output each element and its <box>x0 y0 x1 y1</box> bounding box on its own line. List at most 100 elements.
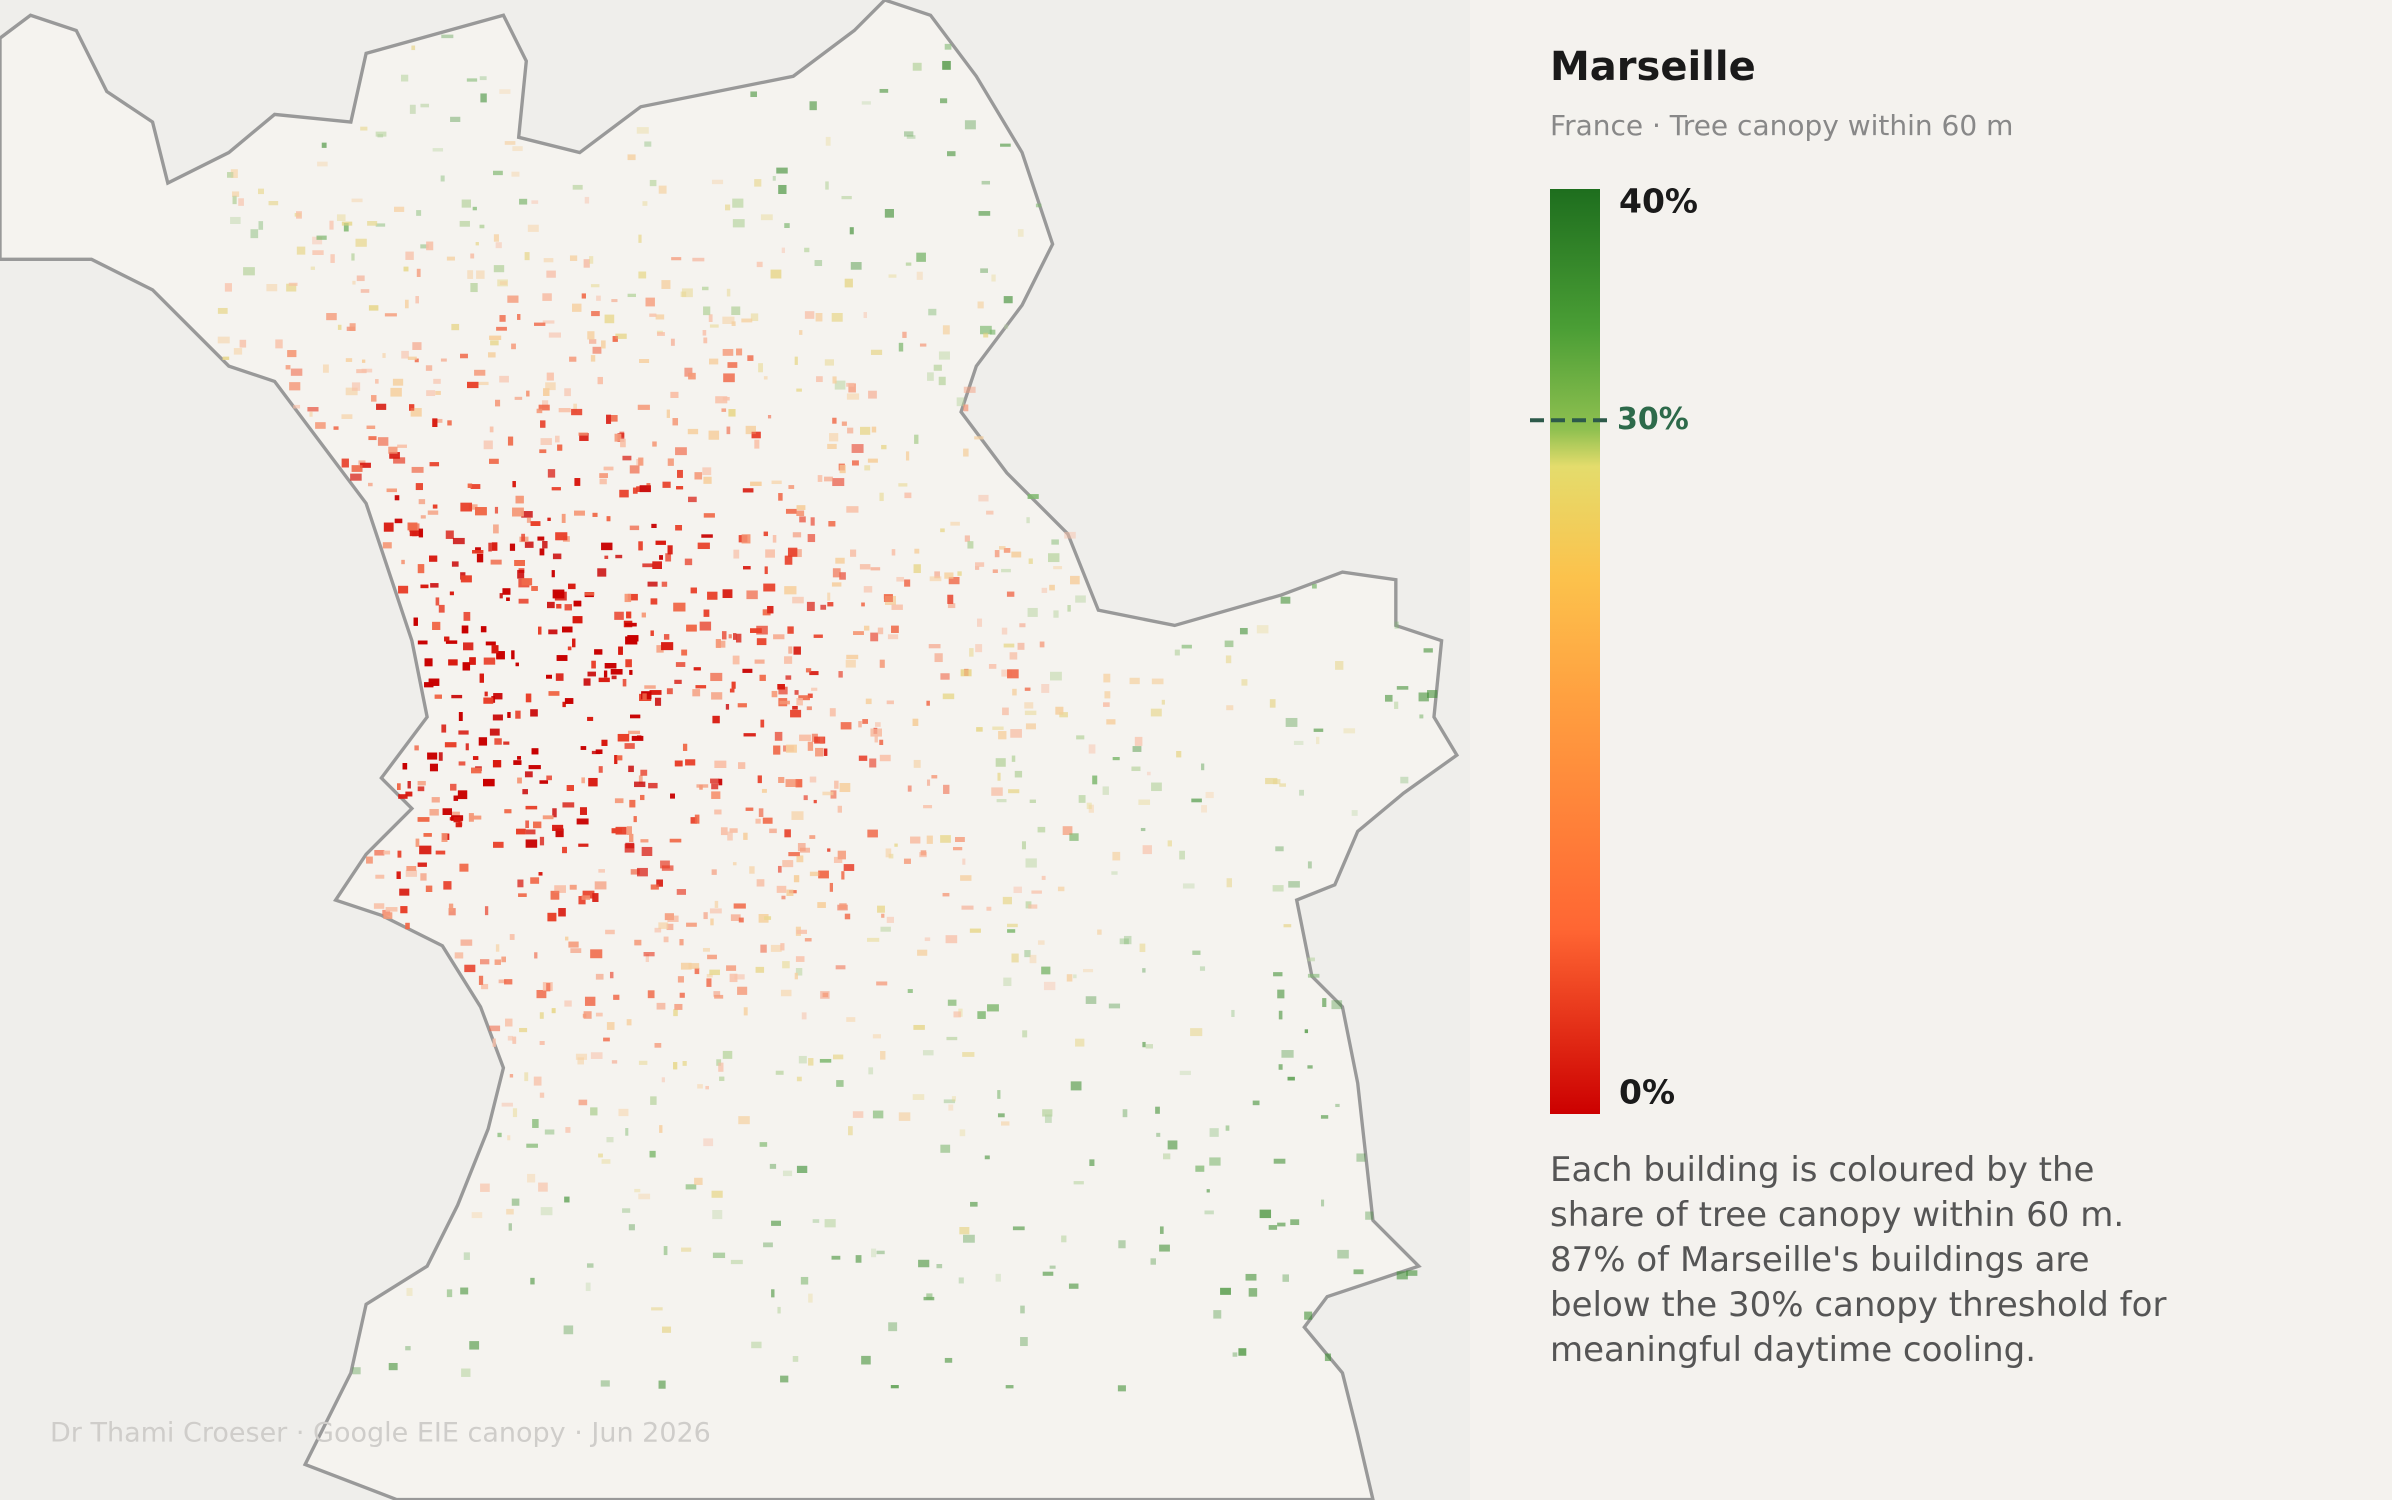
building <box>732 655 740 665</box>
building <box>594 649 603 655</box>
building <box>512 507 524 517</box>
building <box>472 206 477 211</box>
building <box>1283 924 1292 928</box>
building <box>507 1035 513 1041</box>
building <box>655 314 665 320</box>
building <box>661 642 674 651</box>
building <box>1061 1235 1067 1243</box>
building <box>490 559 502 565</box>
building <box>703 609 710 617</box>
building <box>493 234 499 242</box>
building <box>1419 714 1424 719</box>
building <box>863 312 868 319</box>
building <box>806 601 815 612</box>
building <box>1073 1181 1084 1185</box>
building <box>738 1116 750 1125</box>
building <box>705 1085 709 1090</box>
building <box>1282 1274 1289 1282</box>
building <box>675 525 683 531</box>
building <box>610 669 623 675</box>
building <box>1307 1065 1313 1069</box>
building <box>480 1183 490 1192</box>
building <box>896 576 905 582</box>
building <box>983 332 989 338</box>
building <box>341 458 349 468</box>
building <box>531 200 539 204</box>
building <box>938 376 946 386</box>
building <box>758 363 763 373</box>
building <box>629 833 634 843</box>
building <box>1307 957 1315 962</box>
building <box>669 838 682 843</box>
building <box>460 1287 469 1295</box>
building <box>1269 699 1276 708</box>
building <box>850 262 862 270</box>
building <box>351 198 363 203</box>
building <box>711 692 723 700</box>
building <box>942 892 950 897</box>
building <box>1037 940 1045 945</box>
building <box>1195 1165 1205 1172</box>
building <box>1097 929 1102 935</box>
building <box>1150 708 1162 717</box>
building <box>779 700 790 705</box>
legend-tick-label: 40% <box>1619 182 1698 221</box>
building <box>890 1385 899 1389</box>
building <box>1190 1028 1203 1037</box>
building <box>1199 966 1206 971</box>
building <box>441 833 448 842</box>
building <box>727 831 733 841</box>
building <box>845 659 856 668</box>
building <box>1220 1287 1231 1295</box>
building <box>1191 798 1202 803</box>
building <box>502 588 511 595</box>
building <box>809 835 816 839</box>
building <box>417 862 427 867</box>
building <box>942 693 955 700</box>
building <box>539 836 545 846</box>
building <box>538 626 542 635</box>
building <box>677 469 683 478</box>
building <box>230 216 241 225</box>
building <box>581 293 586 299</box>
building <box>851 444 864 453</box>
building <box>916 252 926 262</box>
building <box>564 1196 570 1203</box>
building <box>792 532 802 538</box>
building <box>756 625 768 635</box>
building <box>565 1127 571 1133</box>
building <box>377 437 389 446</box>
building <box>511 650 515 660</box>
building <box>519 198 528 205</box>
building <box>855 1255 862 1263</box>
building <box>1007 929 1016 933</box>
building <box>784 555 793 565</box>
building <box>479 224 485 229</box>
building <box>675 447 687 456</box>
building <box>316 235 327 240</box>
building <box>459 863 469 872</box>
building <box>601 1159 611 1164</box>
building <box>547 517 551 521</box>
building <box>611 299 618 303</box>
building <box>712 1252 726 1259</box>
building <box>912 1094 925 1100</box>
building <box>829 433 839 442</box>
building <box>1097 929 1102 935</box>
building <box>822 992 829 998</box>
building <box>606 414 612 424</box>
building <box>409 104 416 114</box>
building <box>531 748 539 755</box>
building <box>1070 575 1080 585</box>
building <box>509 1074 514 1078</box>
building <box>499 593 503 599</box>
building <box>390 387 402 397</box>
building <box>543 388 550 396</box>
building <box>865 698 872 705</box>
building <box>250 229 259 239</box>
building <box>652 561 663 569</box>
building <box>1283 924 1292 928</box>
building <box>351 382 361 391</box>
building <box>650 884 659 890</box>
